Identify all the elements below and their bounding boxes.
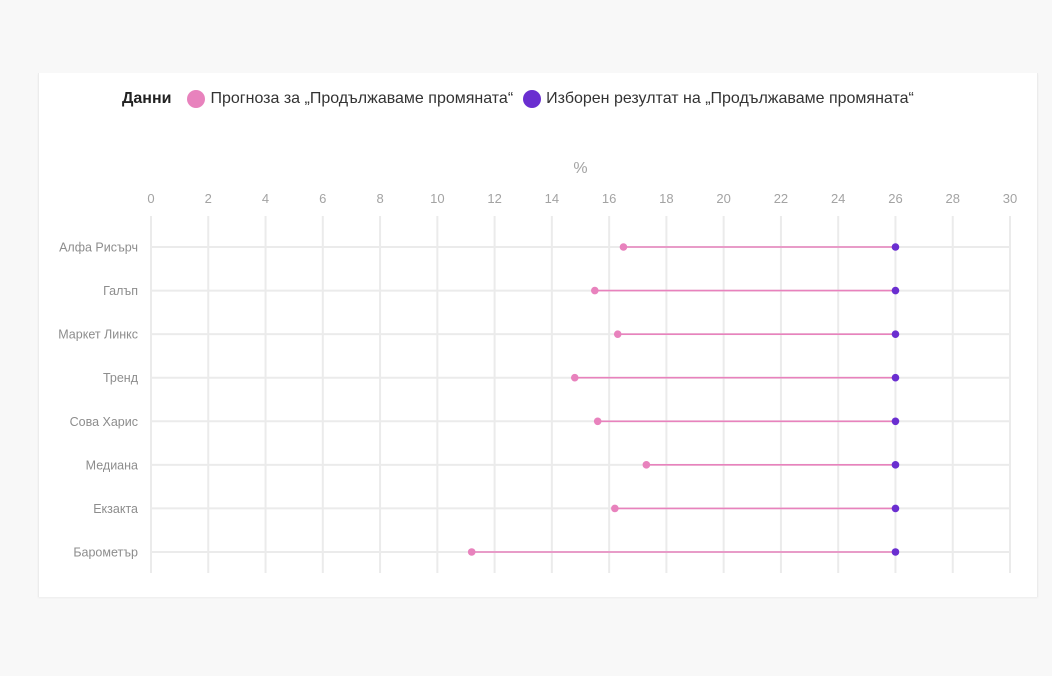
x-tick-label: 28 [945,191,959,206]
x-tick-label: 18 [659,191,673,206]
x-tick-label: 8 [376,191,383,206]
x-tick-label: 16 [602,191,616,206]
forecast-point [642,461,651,469]
forecast-point [593,417,602,426]
x-tick-label: 12 [487,191,501,206]
category-label: Барометър [73,545,138,559]
category-label: Алфа Рисърч [59,241,138,255]
category-label: Медиана [86,458,138,472]
x-tick-label: 0 [147,191,154,206]
result-point [891,548,900,556]
forecast-point [467,548,476,556]
result-point [891,330,900,338]
category-label: Галъп [103,284,138,298]
category-label: Тренд [103,371,139,385]
forecast-point [613,330,622,338]
legend-swatch-forecast [187,90,206,108]
x-tick-label: 10 [430,191,444,206]
x-tick-label: 22 [774,191,788,206]
x-tick-label: 30 [1003,191,1017,206]
legend-swatch-result [523,90,542,108]
result-point [891,504,900,513]
category-label: Сова Харис [70,415,138,429]
x-axis-title: % [573,160,587,177]
forecast-point [570,373,579,382]
result-point [891,243,900,251]
result-point [891,417,900,426]
legend-label-forecast: Прогноза за „Продължаваме промяната“ [210,90,514,107]
category-label: Екзакта [93,502,138,516]
x-tick-label: 6 [319,191,326,206]
legend: Данни Прогноза за „Продължаваме промянат… [122,87,924,111]
category-label: Маркет Линкс [58,328,138,342]
x-tick-label: 4 [262,191,269,206]
legend-item-result[interactable]: Изборен резултат на „Продължаваме промян… [523,90,914,108]
legend-title: Данни [122,90,172,107]
x-tick-label: 14 [545,191,559,206]
legend-label-result: Изборен резултат на „Продължаваме промян… [546,90,914,107]
x-tick-label: 20 [716,191,730,206]
forecast-point [591,286,599,295]
forecast-point [611,504,619,513]
result-point [891,286,900,295]
forecast-point [619,243,628,251]
result-point [891,373,900,382]
legend-item-forecast[interactable]: Прогноза за „Продължаваме промяната“ [187,90,513,108]
result-point [891,461,900,469]
x-tick-label: 26 [888,191,902,206]
x-tick-label: 24 [831,191,845,206]
x-tick-label: 2 [205,191,212,206]
